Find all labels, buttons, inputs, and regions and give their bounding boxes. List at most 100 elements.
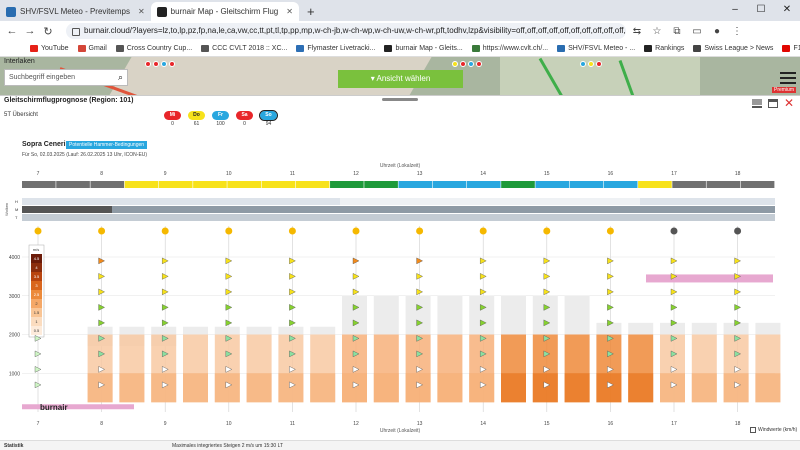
hour-tick-bottom: 15: [544, 421, 550, 427]
weather-icon: [606, 227, 614, 235]
hamburger-menu-icon[interactable]: [780, 72, 796, 87]
day-pill: So: [259, 110, 278, 121]
day-pill: Do: [188, 111, 205, 120]
wind-arrow: [289, 381, 296, 389]
bookmark-item[interactable]: Gmail: [77, 45, 107, 52]
bookmark-item[interactable]: YouTube: [30, 45, 69, 52]
thermal-core: [342, 373, 367, 403]
day-tab-sa[interactable]: Sa 0: [236, 111, 253, 127]
panel-controls: ✕: [752, 96, 795, 110]
bookmark-label: CCC CVLT 2018 :: XC...: [212, 45, 288, 52]
new-tab-button[interactable]: +: [306, 4, 315, 19]
url-field[interactable]: burnair.cloud/?layers=lz,to,lp,pz,fp,na,…: [66, 23, 626, 39]
hour-tick-bottom: 10: [226, 421, 232, 427]
maximize-window-icon[interactable]: ☐: [756, 4, 766, 15]
map-marker-group[interactable]: [452, 61, 482, 67]
flyability-segment: [330, 181, 364, 188]
thermal-core: [310, 373, 336, 403]
thermal-core: [532, 373, 558, 403]
cloud-base-column: [628, 322, 654, 335]
wind-arrow: [670, 381, 678, 389]
minimize-panel-icon[interactable]: [752, 99, 762, 108]
bookmark-item[interactable]: Swiss League > News: [693, 45, 773, 52]
bookmark-item[interactable]: Flymaster Livetracki...: [296, 45, 375, 52]
map-marker-group[interactable]: [580, 61, 602, 67]
wind-arrow: [607, 288, 614, 296]
browser-tab-burnair[interactable]: burnair Map - Gleitschirm Flug ✕: [150, 2, 299, 21]
flyability-segment: [90, 181, 125, 188]
altitude-tick: 2000: [9, 333, 20, 339]
wind-arrow: [225, 257, 233, 265]
bookmark-item[interactable]: https://www.cvlt.ch/...: [471, 45, 548, 52]
wind-arrow: [225, 381, 233, 389]
wind-arrow: [225, 335, 233, 342]
weather-icon: [734, 227, 742, 235]
bookmark-item[interactable]: Rankings: [644, 45, 684, 52]
flyability-segment: [466, 181, 501, 188]
day-score: 100: [216, 121, 225, 127]
browser-tab-meteo[interactable]: SHV/FSVL Meteo - Previtemps ✕: [0, 2, 151, 21]
cloud-base-column: [310, 326, 336, 335]
wind-arrow: [161, 304, 169, 311]
bookmark-label: burnair Map - Gleits...: [395, 45, 463, 52]
wind-arrow: [416, 335, 424, 342]
kebab-menu-icon[interactable]: ⋮: [732, 25, 742, 37]
reload-icon[interactable]: ↻: [43, 25, 53, 38]
day-tab-so[interactable]: So 94: [259, 110, 278, 127]
wind-values-toggle[interactable]: Windwerte (km/h): [750, 427, 797, 433]
forward-arrow-icon[interactable]: →: [24, 25, 36, 37]
bookmark-item[interactable]: F1 Fantasy Game: [782, 45, 800, 52]
time-axis-title: Uhrzeit (Lokalzeit): [380, 428, 421, 434]
extensions-icon[interactable]: ⧉: [673, 25, 681, 37]
climb-scale-value: 0.5: [34, 328, 40, 333]
wind-arrow: [352, 381, 360, 389]
forecast-run-info: Für So, 02.03.2025 (Lauf: 26.02.2025 13 …: [22, 152, 148, 158]
cloud-base-column: [691, 322, 717, 335]
wind-arrow: [98, 257, 106, 265]
day-tab-do[interactable]: Do 61: [188, 111, 205, 127]
view-select-button[interactable]: ▾ Ansicht wählen: [338, 70, 463, 88]
panel-drag-handle[interactable]: [382, 98, 418, 101]
statistics-bar: Statistik Maximales integriertes Steigen…: [0, 440, 800, 450]
wind-arrow: [670, 366, 678, 373]
day-tab-fr[interactable]: Fr 100: [212, 111, 229, 127]
flyability-segment: [432, 181, 467, 188]
caret-down-icon: ▾: [370, 74, 377, 83]
bookmark-item[interactable]: burnair Map - Gleits...: [384, 45, 463, 52]
hour-tick-top: 12: [353, 171, 359, 177]
wind-arrow: [734, 381, 742, 389]
wind-arrow: [416, 304, 424, 311]
day-score: 0: [171, 121, 174, 127]
hour-tick-bottom: 9: [164, 421, 167, 427]
search-input[interactable]: Suchbegriff eingeben ⌕: [4, 69, 128, 86]
wind-arrow: [352, 304, 360, 311]
back-arrow-icon[interactable]: ←: [6, 25, 18, 37]
close-panel-icon[interactable]: ✕: [784, 96, 795, 110]
restore-panel-icon[interactable]: [768, 99, 778, 108]
minimize-window-icon[interactable]: –: [732, 4, 738, 15]
search-icon[interactable]: ⌕: [117, 72, 123, 82]
bookmark-favicon-icon: [384, 45, 393, 52]
translate-icon[interactable]: ⇆: [632, 25, 642, 37]
close-tab-icon[interactable]: ✕: [137, 7, 145, 16]
map-marker-group[interactable]: [145, 61, 175, 67]
wind-arrow: [670, 319, 678, 327]
close-window-icon[interactable]: ✕: [782, 4, 792, 15]
wind-arrow: [607, 335, 614, 342]
wind-arrow: [734, 335, 742, 342]
cloud-base-column: [405, 295, 431, 335]
profile-avatar-icon[interactable]: ●: [713, 25, 721, 37]
thermal-core: [564, 373, 590, 403]
star-bookmark-icon[interactable]: ☆: [652, 25, 662, 37]
sidebar-icon[interactable]: ▭: [692, 25, 702, 37]
map-area[interactable]: Interlaken Suchbegriff eingeben ⌕ ▾ Ansi…: [0, 57, 800, 95]
panel-title: Gleitschirmflugprognose (Region: 101): [4, 97, 134, 104]
bookmark-favicon-icon: [201, 45, 210, 52]
flyability-segment: [706, 181, 741, 188]
bookmark-item[interactable]: CCC CVLT 2018 :: XC...: [201, 45, 287, 52]
bookmark-item[interactable]: SHV/FSVL Meteo - ...: [557, 45, 635, 52]
wind-values-checkbox[interactable]: [750, 427, 756, 433]
close-tab-icon[interactable]: ✕: [286, 7, 293, 16]
day-tab-mi[interactable]: Mi 0: [164, 111, 181, 127]
bookmark-item[interactable]: Cross Country Cup...: [115, 45, 192, 52]
